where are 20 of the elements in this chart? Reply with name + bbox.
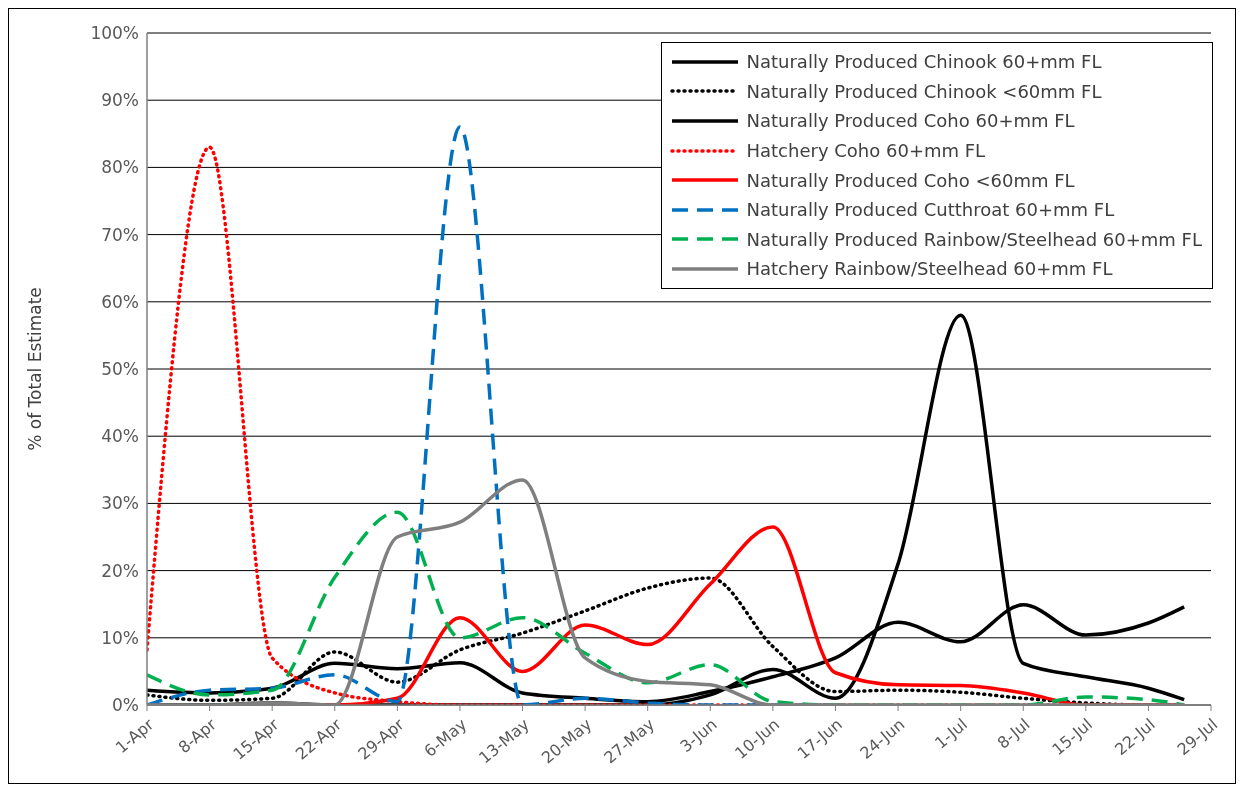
y-tick-label: 0%	[112, 695, 139, 716]
y-tick-label: 70%	[101, 224, 139, 245]
legend-label: Naturally Produced Coho <60mm FL	[746, 169, 1075, 191]
legend-label: Naturally Produced Coho 60+mm FL	[746, 110, 1075, 132]
legend-label: Naturally Produced Cutthroat 60+mm FL	[746, 199, 1115, 221]
y-tick-label: 10%	[101, 627, 139, 648]
legend-label: Hatchery Coho 60+mm FL	[746, 140, 986, 162]
legend-label: Naturally Produced Rainbow/Steelhead 60+mm FL	[746, 228, 1202, 250]
y-tick-label: 90%	[101, 90, 139, 111]
y-tick-label: 20%	[101, 560, 139, 581]
y-tick-label: 100%	[90, 23, 139, 44]
y-axis-title: % of Total Estimate	[25, 287, 46, 451]
y-tick-label: 60%	[101, 291, 139, 312]
legend-label: Hatchery Rainbow/Steelhead 60+mm FL	[746, 258, 1113, 280]
y-tick-label: 50%	[101, 359, 139, 380]
y-tick-label: 30%	[101, 493, 139, 514]
legend-label: Naturally Produced Chinook <60mm FL	[746, 80, 1102, 102]
legend-label: Naturally Produced Chinook 60+mm FL	[746, 51, 1102, 73]
y-tick-label: 40%	[101, 426, 139, 447]
y-tick-label: 80%	[101, 157, 139, 178]
